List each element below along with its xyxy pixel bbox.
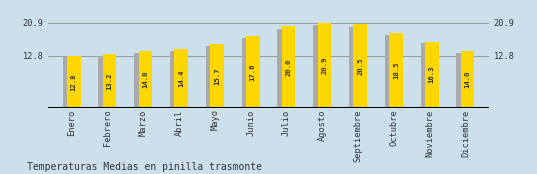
Bar [385,35,398,108]
Text: 20.0: 20.0 [286,58,292,76]
Text: 13.2: 13.2 [106,72,113,90]
Text: 14.4: 14.4 [178,70,184,87]
Bar [246,36,259,108]
Text: 14.0: 14.0 [465,71,470,88]
Bar [420,44,434,108]
Text: 12.8: 12.8 [71,73,77,91]
Text: 17.6: 17.6 [250,63,256,81]
Bar [67,56,81,108]
Text: 20.5: 20.5 [357,57,363,75]
Bar [425,42,439,108]
Bar [456,53,470,108]
Bar [242,38,255,108]
Bar [461,51,474,108]
Text: Temperaturas Medias en pinilla trasmonte: Temperaturas Medias en pinilla trasmonte [27,162,262,172]
Bar [103,54,117,108]
Bar [139,51,152,108]
Bar [206,46,220,108]
Bar [389,33,403,108]
Text: 15.7: 15.7 [214,67,220,85]
Bar [170,51,184,108]
Bar [317,23,331,108]
Bar [210,44,224,108]
Bar [134,53,148,108]
Bar [278,29,291,108]
Text: 16.3: 16.3 [429,66,435,84]
Bar [63,57,76,108]
Bar [353,24,367,108]
Bar [98,56,112,108]
Text: 20.9: 20.9 [321,57,328,74]
Text: 18.5: 18.5 [393,61,399,79]
Bar [175,49,188,108]
Bar [282,26,295,108]
Bar [349,27,362,108]
Text: 14.0: 14.0 [142,71,148,88]
Bar [313,25,327,108]
